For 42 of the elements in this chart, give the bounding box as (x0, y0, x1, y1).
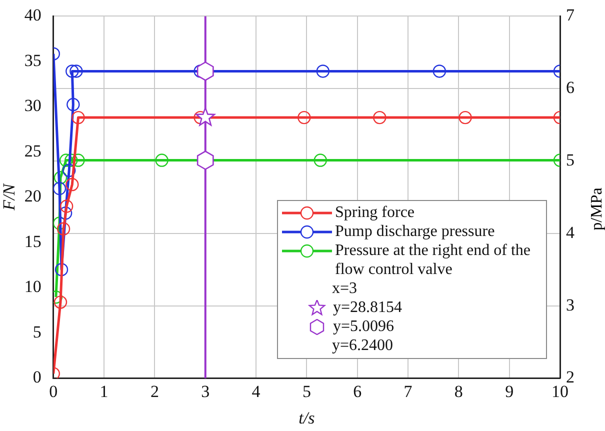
legend-label: y=5.0096 (332, 317, 396, 336)
point (70, 64, 83, 78)
x-axis-title: t/s (298, 408, 316, 428)
y-tick-label: 15 (24, 232, 42, 251)
x-tick-label: 7 (404, 382, 413, 401)
x-tick-label: 3 (201, 382, 210, 401)
y-tick-label: 35 (24, 50, 42, 70)
y-tick-label: 10 (24, 277, 42, 296)
x-tick-label: 5 (302, 382, 311, 401)
x-tick-label: 0 (49, 382, 58, 401)
x-tick-label: 8 (454, 382, 463, 401)
y-tick-label: 25 (24, 141, 42, 160)
y2-tick-label: 2 (566, 368, 574, 387)
point (66, 98, 80, 112)
point (316, 64, 330, 78)
y2-tick-label: 3 (566, 295, 574, 314)
point (72, 110, 85, 124)
point (432, 64, 446, 78)
y2-tick-label: 6 (566, 78, 574, 98)
y-tick-label: 5 (32, 322, 42, 342)
point (458, 110, 472, 124)
point (298, 110, 311, 124)
x-tick-label: 10 (552, 382, 568, 401)
x-tick-label: 1 (100, 382, 108, 401)
annotation: y=6.2400 (332, 336, 394, 355)
x-tick-label: 2 (150, 382, 159, 401)
x-tick-label: 6 (353, 382, 362, 401)
y2-tick-label: 5 (566, 150, 574, 170)
y2-tick-label: 4 (566, 222, 575, 242)
point (373, 110, 386, 124)
y2-tick-label: 7 (566, 6, 575, 25)
x-tick-label: 9 (505, 382, 514, 401)
point (196, 107, 216, 126)
y-tick-label: 0 (32, 368, 42, 387)
y-tick-label: 20 (24, 186, 42, 206)
y-tick-label: 40 (24, 6, 42, 25)
y-tick-label: 30 (24, 96, 42, 116)
y2-axis-title: p/MPa (588, 188, 605, 230)
point (66, 64, 79, 78)
x-tick-label: 4 (252, 382, 261, 401)
point (196, 62, 214, 81)
y-axis-title: F/N (0, 182, 19, 212)
